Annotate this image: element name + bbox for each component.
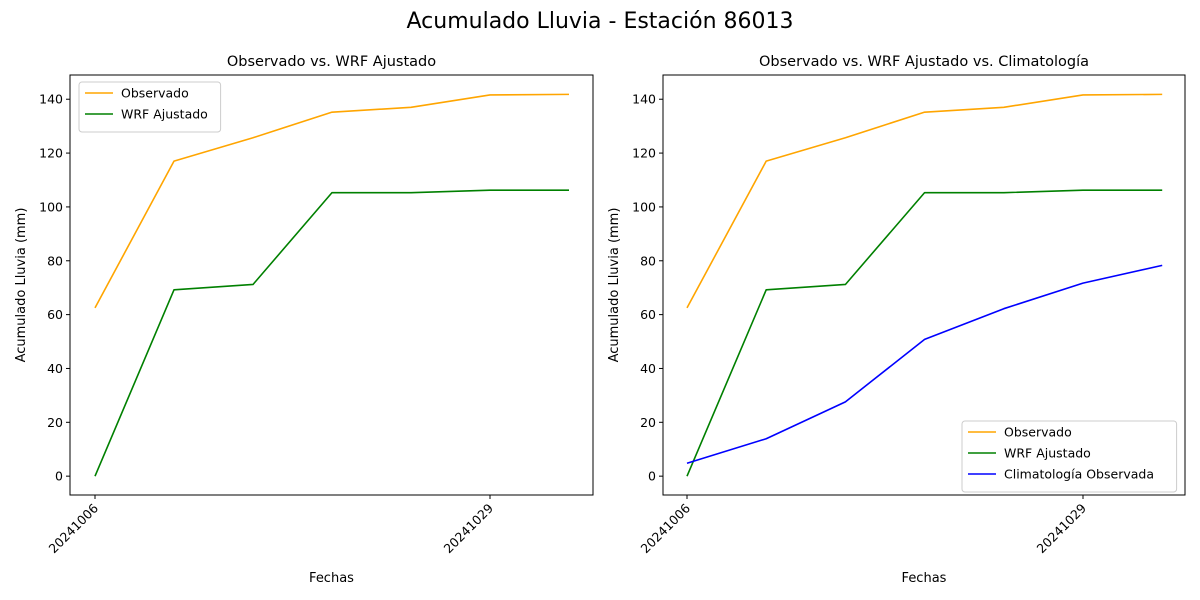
y-tick-label: 60 (640, 307, 656, 322)
y-tick-label: 140 (632, 92, 656, 107)
y-tick-label: 80 (640, 253, 656, 268)
y-tick-label: 20 (640, 415, 656, 430)
figure-title: Acumulado Lluvia - Estación 86013 (406, 9, 794, 34)
legend: Observado WRF Ajustado (78, 81, 222, 133)
y-tick-label: 120 (39, 146, 63, 161)
chart-title: Observado vs. WRF Ajustado vs. Climatolo… (759, 54, 1089, 70)
series-line-wrf-ajustado (94, 189, 569, 477)
legend-entry: WRF Ajustado (121, 107, 208, 122)
axes-frame (662, 74, 1186, 496)
x-axis-label: Fechas (902, 571, 947, 586)
legend-entry: WRF Ajustado (1004, 446, 1091, 461)
y-tick-label: 100 (632, 199, 656, 214)
y-tick-label: 80 (47, 253, 63, 268)
y-tick-label: 140 (39, 92, 63, 107)
y-tick-label: 40 (47, 361, 63, 376)
legend-entry: Climatología Observada (1004, 467, 1154, 482)
y-axis-label: Acumulado Lluvia (mm) (607, 208, 622, 363)
y-tick-label: 100 (39, 199, 63, 214)
y-axis-label: Acumulado Lluvia (mm) (14, 208, 29, 363)
legend-entry: Observado (121, 86, 189, 101)
axes-frame (69, 74, 594, 496)
legend-entry: Observado (1004, 425, 1072, 440)
y-tick-label: 60 (47, 307, 63, 322)
chart-title: Observado vs. WRF Ajustado (227, 54, 436, 70)
series-line-observado (94, 93, 570, 309)
series-line-wrf-ajustado (686, 189, 1163, 477)
series-line-climatolog-a-observada (686, 264, 1163, 464)
legend: Observado WRF Ajustado Climatología Observ… (961, 420, 1178, 493)
x-tick-label: 20241006 (638, 500, 694, 556)
y-tick-label: 120 (632, 146, 656, 161)
x-tick-label: 20241029 (1034, 500, 1090, 556)
y-tick-label: 40 (640, 361, 656, 376)
y-tick-label: 0 (648, 469, 656, 484)
y-tick-label: 0 (55, 469, 63, 484)
x-axis-label: Fechas (309, 571, 354, 586)
series-line-observado (686, 93, 1163, 309)
y-tick-label: 20 (47, 415, 63, 430)
